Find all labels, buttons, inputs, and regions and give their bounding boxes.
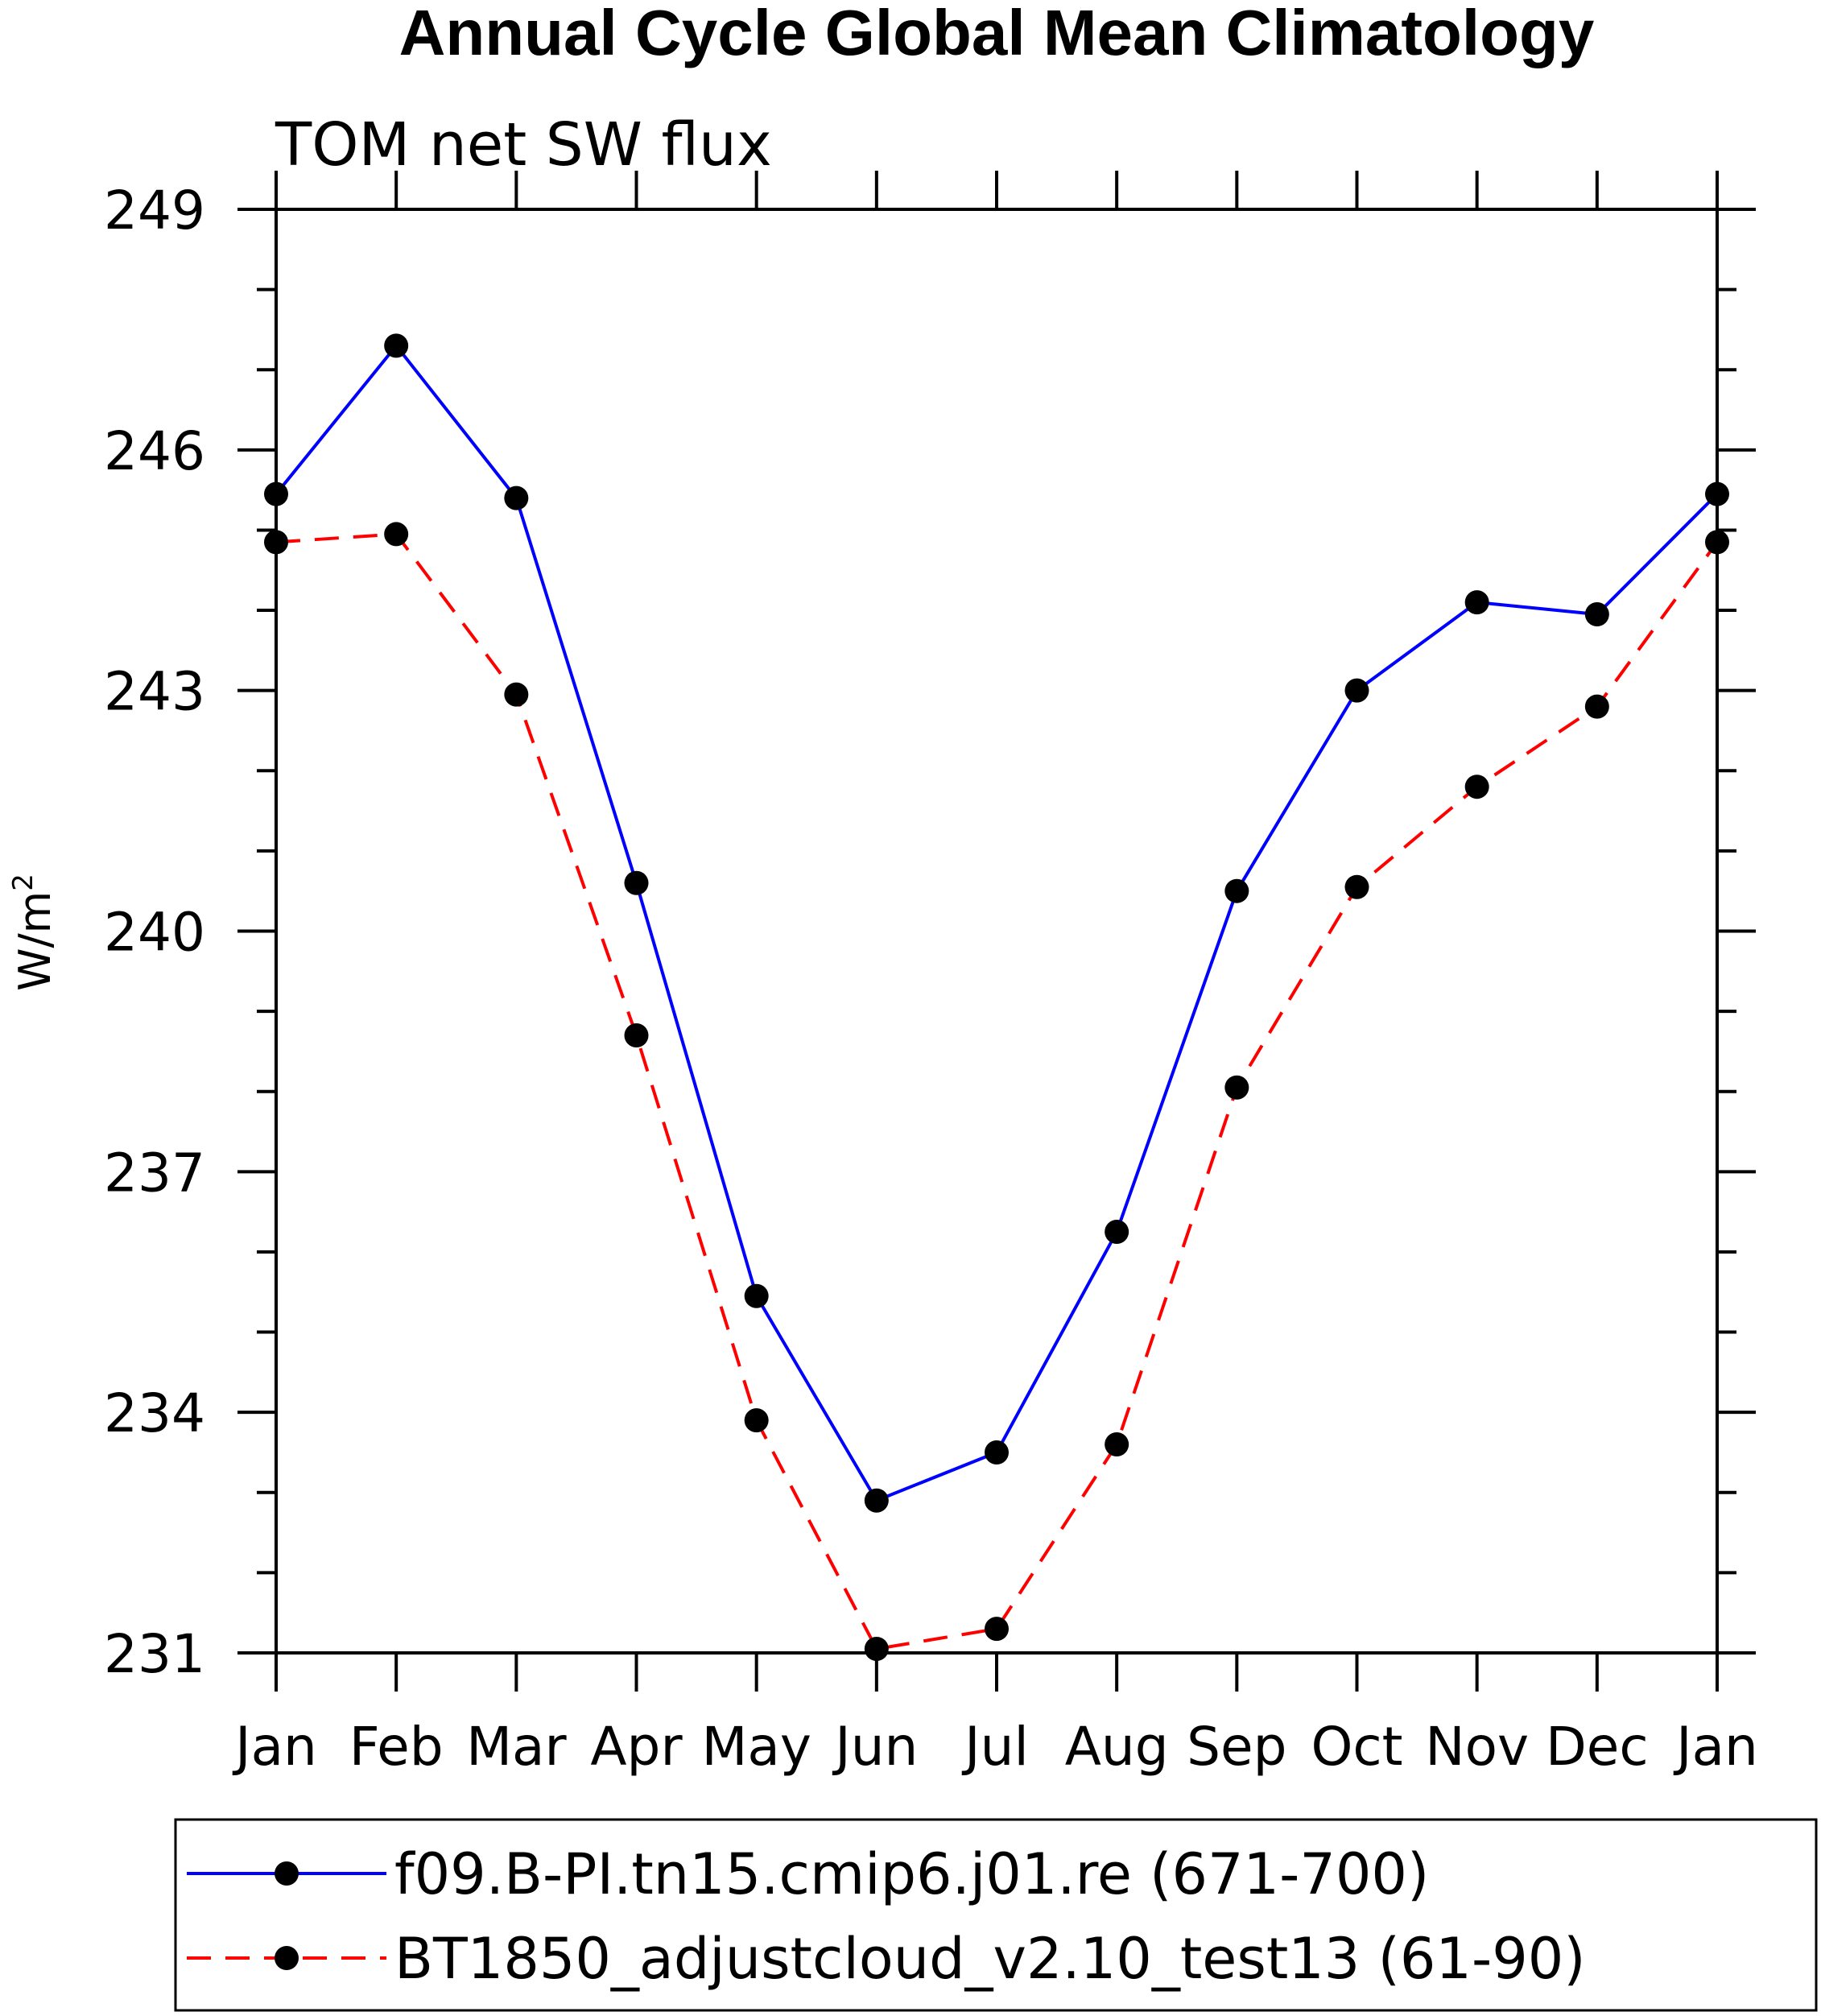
svg-text:W/m2: W/m2	[7, 874, 60, 991]
x-tick-label: Nov	[1425, 1716, 1529, 1778]
series-1-point	[985, 1440, 1009, 1464]
y-axis-label-text: W/m	[10, 891, 60, 991]
series-1-point	[744, 1283, 769, 1308]
legend-label-series-2: BT1850_adjustcloud_v2.10_test13 (61-90)	[394, 1926, 1586, 1992]
y-tick-label: 243	[104, 661, 205, 723]
series-2-point	[1464, 775, 1489, 799]
legend-marker-series-2	[275, 1946, 299, 1970]
x-tick-label: Oct	[1311, 1716, 1402, 1778]
series-2-point	[504, 682, 529, 707]
plot-frame	[275, 208, 1719, 1655]
series-line-1	[275, 344, 1719, 1502]
series-2-point	[1705, 530, 1729, 555]
series-2-point	[985, 1617, 1009, 1642]
series-2-point	[264, 530, 288, 555]
series-1-point	[504, 485, 529, 510]
series-2-point	[624, 1022, 649, 1047]
series-1-point	[864, 1488, 889, 1513]
series-1-point	[1464, 590, 1489, 615]
y-ticks: 231 234 237 240 243 246 249	[104, 180, 1756, 1685]
y-tick-label: 246	[104, 420, 205, 482]
legend: f09.B-PI.tn15.cmip6.j01.re (671-700) BT1…	[174, 1818, 1818, 2012]
x-tick-label: Jun	[832, 1716, 918, 1778]
x-tick-label: Jan	[232, 1716, 317, 1778]
y-tick-label: 249	[104, 180, 205, 242]
series-1-point	[1105, 1220, 1129, 1245]
series-2-point	[1584, 694, 1609, 719]
x-tick-label: Sep	[1187, 1716, 1286, 1778]
y-axis-label: W/m2	[7, 874, 60, 991]
x-tick-label: Feb	[349, 1716, 444, 1778]
x-ticks: Jan Feb Mar Apr May Jun Jul Aug Sep Oct Nov Dec Jan	[232, 171, 1758, 1778]
series-1-point	[1584, 602, 1609, 627]
series-1-point	[264, 481, 288, 506]
series-1-point	[384, 333, 409, 358]
y-axis-label-superscript: 2	[7, 874, 39, 891]
y-tick-label: 231	[104, 1623, 205, 1685]
series-1-point	[1344, 678, 1369, 703]
x-tick-label: Apr	[590, 1716, 683, 1778]
legend-box	[174, 1818, 1818, 2012]
series-1-point	[1224, 878, 1249, 903]
x-tick-label: May	[701, 1716, 811, 1778]
chart-title: Annual Cycle Global Mean Climatology	[399, 0, 1595, 68]
series-2-point	[1224, 1075, 1249, 1100]
y-tick-label: 240	[104, 902, 205, 964]
x-tick-label: Jan	[1673, 1716, 1758, 1778]
series-2-point	[744, 1408, 769, 1433]
series-2-point	[1344, 874, 1369, 899]
series-2-point	[864, 1637, 889, 1662]
series-1-point	[1705, 481, 1729, 506]
series-2-point	[1105, 1432, 1129, 1457]
series-line-2	[275, 532, 1719, 1651]
x-tick-label: Dec	[1546, 1716, 1649, 1778]
legend-label-series-1: f09.B-PI.tn15.cmip6.j01.re (671-700)	[394, 1841, 1429, 1907]
y-tick-label: 237	[104, 1142, 205, 1204]
chart-subtitle: TOM net SW flux	[275, 110, 772, 180]
legend-marker-series-1	[275, 1861, 299, 1886]
x-tick-label: Jul	[961, 1716, 1029, 1778]
y-tick-label: 234	[104, 1382, 205, 1444]
series-1-point	[624, 870, 649, 895]
series-layer	[264, 333, 1729, 1662]
series-2-point	[384, 522, 409, 547]
x-tick-label: Aug	[1065, 1716, 1169, 1778]
x-tick-label: Mar	[466, 1716, 567, 1778]
